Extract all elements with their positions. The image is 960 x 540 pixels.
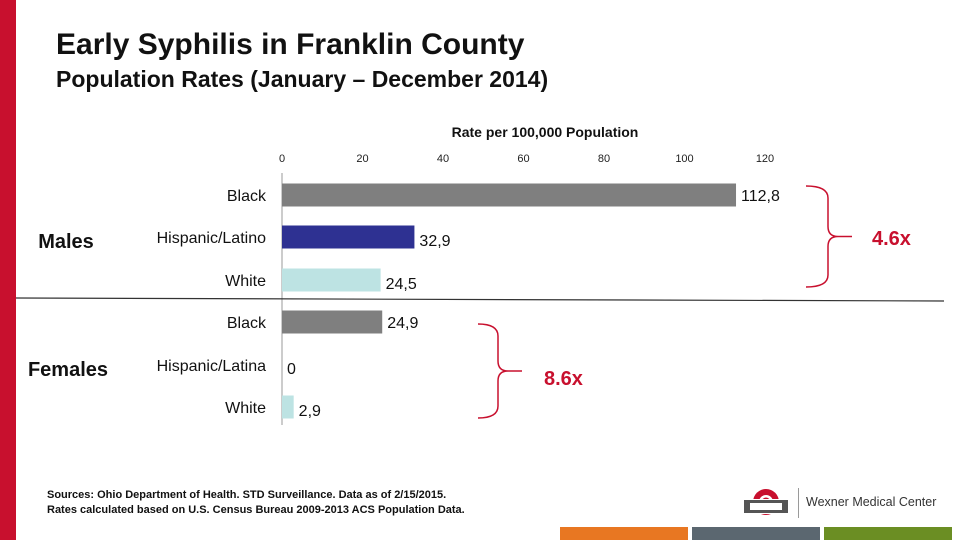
slide-title: Early Syphilis in Franklin County (56, 28, 525, 61)
group-separator-line (15, 297, 945, 302)
x-tick-label: 20 (356, 153, 368, 165)
x-axis-label: Rate per 100,000 Population (452, 124, 639, 140)
data-label: 24,5 (386, 276, 417, 293)
footer-bar-1 (560, 527, 688, 540)
category-label: Hispanic/Latina (157, 358, 267, 375)
annotation-bracket (805, 185, 839, 288)
slide-subtitle: Population Rates (January – December 201… (56, 66, 549, 92)
x-tick-label: 120 (756, 153, 774, 165)
logo-text: Wexner Medical Center (806, 495, 937, 509)
x-tick-label: 80 (598, 153, 610, 165)
left-accent-bar (0, 0, 16, 540)
data-label: 0 (287, 361, 296, 378)
ohio-state-logo-icon (743, 489, 789, 515)
x-tick-label: 0 (279, 153, 285, 165)
footer-bar-3 (824, 527, 952, 540)
x-tick-label: 100 (675, 153, 693, 165)
bar (282, 310, 383, 334)
footer-bar-2 (692, 527, 820, 540)
category-label: Black (227, 315, 267, 332)
data-label: 2,9 (299, 403, 321, 420)
x-tick-label: 40 (437, 153, 449, 165)
category-label: Black (227, 188, 267, 205)
sources-line-2: Rates calculated based on U.S. Census Bu… (47, 504, 465, 516)
bar (282, 225, 415, 249)
ratio-annotation: 8.6x (544, 368, 583, 390)
category-label: White (225, 400, 266, 417)
group-label: Males (38, 231, 94, 253)
sources-note: Sources: Ohio Department of Health. STD … (47, 488, 465, 518)
data-label: 112,8 (741, 188, 780, 205)
footer-color-bars (560, 527, 960, 540)
group-label: Females (28, 359, 108, 381)
wexner-logo: Wexner Medical Center (742, 487, 952, 521)
annotation-bracket (477, 323, 509, 419)
data-label: 32,9 (419, 233, 450, 250)
category-label: Hispanic/Latino (157, 230, 267, 247)
logo-divider (798, 488, 799, 518)
category-label: White (225, 273, 266, 290)
bar-chart: Rate per 100,000 Population 0 20 40 60 80 100… (15, 124, 945, 425)
x-tick-label: 60 (517, 153, 529, 165)
sources-line-1: Sources: Ohio Department of Health. STD … (47, 489, 447, 501)
data-label: 24,9 (387, 315, 418, 332)
bar (282, 268, 381, 292)
ratio-annotation: 4.6x (872, 228, 911, 250)
bar (282, 395, 294, 419)
bar (282, 183, 737, 207)
